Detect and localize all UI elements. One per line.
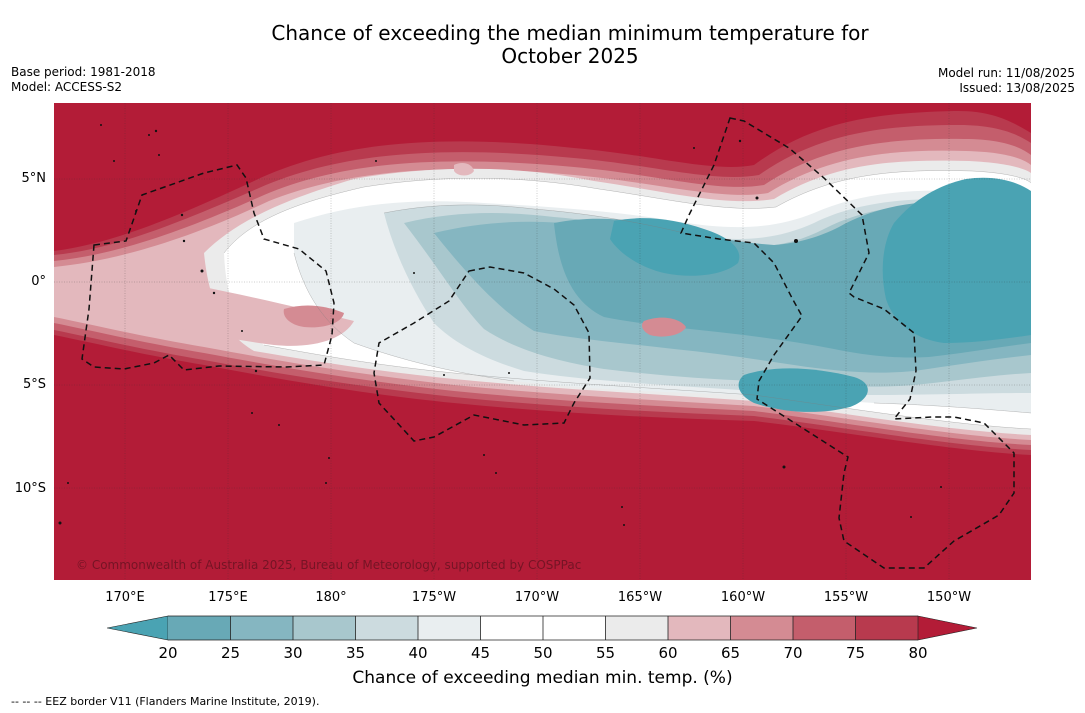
colorbar-tick-55: 55 — [595, 644, 616, 662]
lon-label-165w: 165°W — [617, 590, 663, 605]
colorbar-tick-80: 80 — [908, 644, 928, 662]
lon-label-150w: 150°W — [926, 590, 972, 605]
lat-label-10s: 10°S — [14, 481, 46, 496]
colorbar-40-45 — [418, 616, 481, 640]
colorbar-50-55 — [543, 616, 606, 640]
colorbar-55-60 — [605, 616, 668, 640]
colorbar-tick-40: 40 — [408, 644, 428, 662]
contour-lines — [223, 170, 1031, 430]
lon-label-180: 180° — [315, 590, 347, 605]
colorbar-70-75 — [793, 616, 856, 640]
eez-footnote: -- -- -- EEZ border V11 (Flanders Marine… — [11, 695, 320, 708]
colorbar-30-35 — [293, 616, 356, 640]
colorbar-75-80 — [855, 616, 918, 640]
western-warm-lobe — [54, 276, 354, 346]
lon-label-160w: 160°W — [720, 590, 766, 605]
base-period: Base period: 1981-2018 — [11, 65, 156, 79]
colorbar-tick-65: 65 — [720, 644, 741, 662]
colorbar-65-70 — [730, 616, 793, 640]
colorbar-tick-75: 75 — [845, 644, 866, 662]
meta-right: Model run: 11/08/2025 Issued: 13/08/2025 — [938, 66, 1075, 96]
copyright-notice: © Commonwealth of Australia 2025, Bureau… — [76, 558, 582, 572]
colorbar-tick-25: 25 — [220, 644, 241, 662]
colorbar-label: Chance of exceeding median min. temp. (%… — [352, 668, 733, 688]
colorbar-20-25 — [168, 616, 231, 640]
title-line-1: Chance of exceeding the median minimum t… — [271, 21, 869, 45]
eez-phoenix — [373, 266, 591, 442]
colorbar-25-30 — [230, 616, 293, 640]
lon-label-155w: 155°W — [823, 590, 869, 605]
issued-date: Issued: 13/08/2025 — [959, 81, 1075, 95]
colorbar-below-arrow — [107, 615, 169, 641]
lat-label-5n: 5°N — [21, 171, 47, 186]
colorbar-tick-35: 35 — [345, 644, 366, 662]
northern-warm-spot — [454, 163, 474, 176]
colorbar-tick-20: 20 — [158, 644, 178, 662]
colorbar-tick-70: 70 — [783, 644, 803, 662]
lon-label-170w: 170°W — [514, 590, 560, 605]
graticule — [54, 103, 1031, 580]
contour-fills — [54, 110, 1031, 456]
colorbar-60-65 — [668, 616, 731, 640]
eez-borders — [81, 117, 1015, 569]
colorbar-tick-30: 30 — [283, 644, 303, 662]
model-run: Model run: 11/08/2025 — [937, 66, 1075, 80]
band-below-20-central — [610, 218, 740, 276]
colorbar-dividers — [168, 615, 918, 641]
band-below-20-south — [738, 368, 868, 412]
lat-label-5s: 5°S — [22, 377, 46, 392]
colorbar-above-arrow — [917, 615, 978, 641]
map-title: Chance of exceeding the median minimum t… — [200, 22, 940, 68]
colorbar-45-50 — [480, 616, 543, 640]
colorbar — [107, 615, 978, 641]
model-name: Model: ACCESS-S2 — [11, 80, 123, 94]
title-line-2: October 2025 — [501, 44, 639, 68]
lon-label-175e: 175°E — [208, 590, 248, 605]
band-below-20-east — [882, 177, 1031, 343]
colorbar-35-40 — [355, 616, 418, 640]
meta-left: Base period: 1981-2018 Model: ACCESS-S2 — [11, 65, 156, 95]
probability-map — [54, 103, 1031, 580]
lon-label-175w: 175°W — [411, 590, 457, 605]
lon-label-170e: 170°E — [105, 590, 145, 605]
colorbar-tick-50: 50 — [533, 644, 553, 662]
central-warm-spot — [642, 317, 686, 337]
lat-label-0: 0° — [31, 274, 46, 289]
eez-line-islands — [679, 117, 1015, 569]
map-panel: © Commonwealth of Australia 2025, Bureau… — [54, 103, 1031, 580]
western-warm-core — [283, 305, 344, 328]
colorbar-tick-60: 60 — [658, 644, 678, 662]
colorbar-tick-45: 45 — [470, 644, 491, 662]
island-specks — [58, 124, 942, 526]
